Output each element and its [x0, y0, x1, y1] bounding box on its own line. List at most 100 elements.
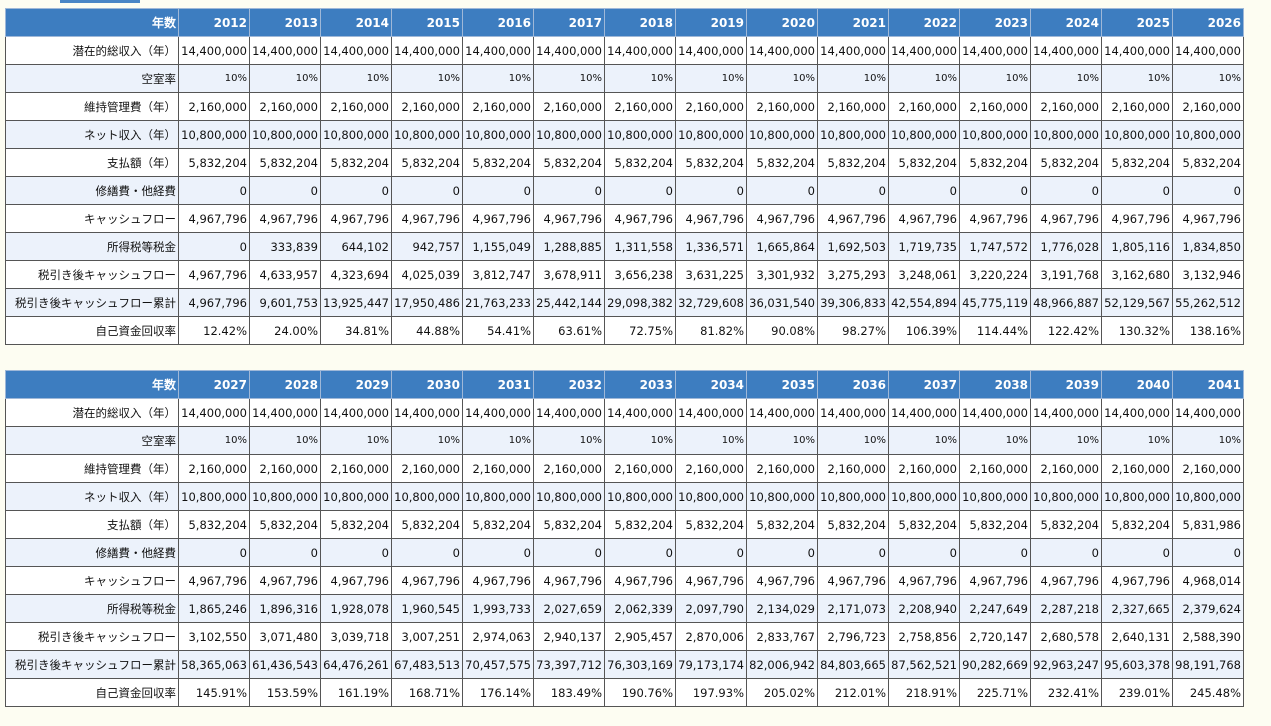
cell: 73,397,712: [533, 650, 605, 679]
cell: 14,400,000: [888, 398, 960, 427]
cell: 5,832,204: [249, 148, 321, 177]
cell: 2,160,000: [817, 454, 889, 483]
cell: 3,162,680: [1101, 260, 1173, 289]
cell: 2,160,000: [320, 92, 392, 121]
cell: 14,400,000: [1030, 398, 1102, 427]
cell: 9,601,753: [249, 288, 321, 317]
cell: 36,031,540: [746, 288, 818, 317]
cell: 21,763,233: [462, 288, 534, 317]
cell: 2,160,000: [462, 454, 534, 483]
cell: 55,262,512: [1172, 288, 1244, 317]
cell: 5,832,204: [178, 510, 250, 539]
cell: 3,039,718: [320, 622, 392, 651]
cell: 5,832,204: [1030, 510, 1102, 539]
cell: 10,800,000: [959, 120, 1031, 149]
cell: 4,967,796: [533, 566, 605, 595]
data-row: 自己資金回収率 12.42% 24.00% 34.81% 44.88% 54.41% 63.…: [5, 316, 1244, 345]
cell: 14,400,000: [533, 36, 605, 65]
cell: 90.08%: [746, 316, 818, 345]
cell: 10%: [391, 426, 463, 455]
cell: 1,747,572: [959, 232, 1031, 261]
cell: 14,400,000: [1101, 398, 1173, 427]
cell: 14,400,000: [391, 36, 463, 65]
cell: 4,967,796: [817, 204, 889, 233]
cell: 10,800,000: [1030, 482, 1102, 511]
cell: 0: [462, 176, 534, 205]
cell: 5,832,204: [746, 148, 818, 177]
cell: 0: [533, 176, 605, 205]
cell: 10%: [462, 426, 534, 455]
row-label: 税引き後キャッシュフロー累計: [5, 288, 179, 317]
cell: 14,400,000: [959, 398, 1031, 427]
cell: 4,967,796: [959, 204, 1031, 233]
cell: 92,963,247: [1030, 650, 1102, 679]
cell: 14,400,000: [817, 36, 889, 65]
cell: 10,800,000: [391, 482, 463, 511]
row-label: 税引き後キャッシュフロー: [5, 622, 179, 651]
cell: 4,967,796: [888, 566, 960, 595]
cell: 4,967,796: [604, 566, 676, 595]
data-row: キャッシュフロー 4,967,796 4,967,796 4,967,796 4,967…: [5, 566, 1244, 595]
row-label: 潜在的総収入（年）: [5, 398, 179, 427]
cell: 5,832,204: [320, 148, 392, 177]
year-header: 2025: [1101, 8, 1173, 37]
cell: 10,800,000: [1172, 120, 1244, 149]
cell: 14,400,000: [1101, 36, 1173, 65]
cell: 168.71%: [391, 678, 463, 707]
data-row: 修繕費・他経費 0 0 0 0 0 0 0 0 0 0 0 0 0 0 0: [5, 538, 1244, 567]
cell: 24.00%: [249, 316, 321, 345]
top-bar: [60, 0, 140, 3]
cell: 54.41%: [462, 316, 534, 345]
cell: 14,400,000: [604, 36, 676, 65]
data-row: ネット収入（年） 10,800,000 10,800,000 10,800,000 10…: [5, 120, 1244, 149]
cell: 212.01%: [817, 678, 889, 707]
data-row: 維持管理費（年） 2,160,000 2,160,000 2,160,000 2,160…: [5, 454, 1244, 483]
data-row: ネット収入（年） 10,800,000 10,800,000 10,800,000 10…: [5, 482, 1244, 511]
cell: 218.91%: [888, 678, 960, 707]
cell: 4,967,796: [1030, 566, 1102, 595]
year-header: 2037: [888, 370, 960, 399]
cell: 2,160,000: [533, 454, 605, 483]
cell: 183.49%: [533, 678, 605, 707]
cell: 4,968,014: [1172, 566, 1244, 595]
cell: 10%: [391, 64, 463, 93]
cell: 14,400,000: [959, 36, 1031, 65]
cell: 0: [1030, 176, 1102, 205]
header-label: 年数: [5, 8, 179, 37]
cell: 239.01%: [1101, 678, 1173, 707]
cell: 145.91%: [178, 678, 250, 707]
cell: 0: [604, 176, 676, 205]
cell: 4,967,796: [1101, 566, 1173, 595]
cell: 5,832,204: [462, 510, 534, 539]
cell: 10%: [817, 426, 889, 455]
year-header: 2015: [391, 8, 463, 37]
cell: 2,160,000: [1172, 92, 1244, 121]
cell: 0: [675, 538, 747, 567]
row-label: 税引き後キャッシュフロー: [5, 260, 179, 289]
cell: 5,832,204: [888, 148, 960, 177]
cell: 10,800,000: [320, 120, 392, 149]
cell: 114.44%: [959, 316, 1031, 345]
year-header: 2036: [817, 370, 889, 399]
cell: 2,720,147: [959, 622, 1031, 651]
cell: 14,400,000: [320, 398, 392, 427]
cell: 10%: [1030, 426, 1102, 455]
cell: 10%: [1101, 64, 1173, 93]
cell: 5,832,204: [533, 510, 605, 539]
cell: 3,275,293: [817, 260, 889, 289]
cell: 10,800,000: [1172, 482, 1244, 511]
cell: 0: [746, 176, 818, 205]
cell: 2,640,131: [1101, 622, 1173, 651]
cell: 10,800,000: [462, 482, 534, 511]
cell: 106.39%: [888, 316, 960, 345]
year-header: 2019: [675, 8, 747, 37]
cell: 1,155,049: [462, 232, 534, 261]
cell: 2,588,390: [1172, 622, 1244, 651]
cell: 87,562,521: [888, 650, 960, 679]
cell: 161.19%: [320, 678, 392, 707]
cell: 0: [320, 176, 392, 205]
cell: 10,800,000: [746, 482, 818, 511]
cell: 67,483,513: [391, 650, 463, 679]
cell: 5,832,204: [817, 510, 889, 539]
cell: 3,071,480: [249, 622, 321, 651]
